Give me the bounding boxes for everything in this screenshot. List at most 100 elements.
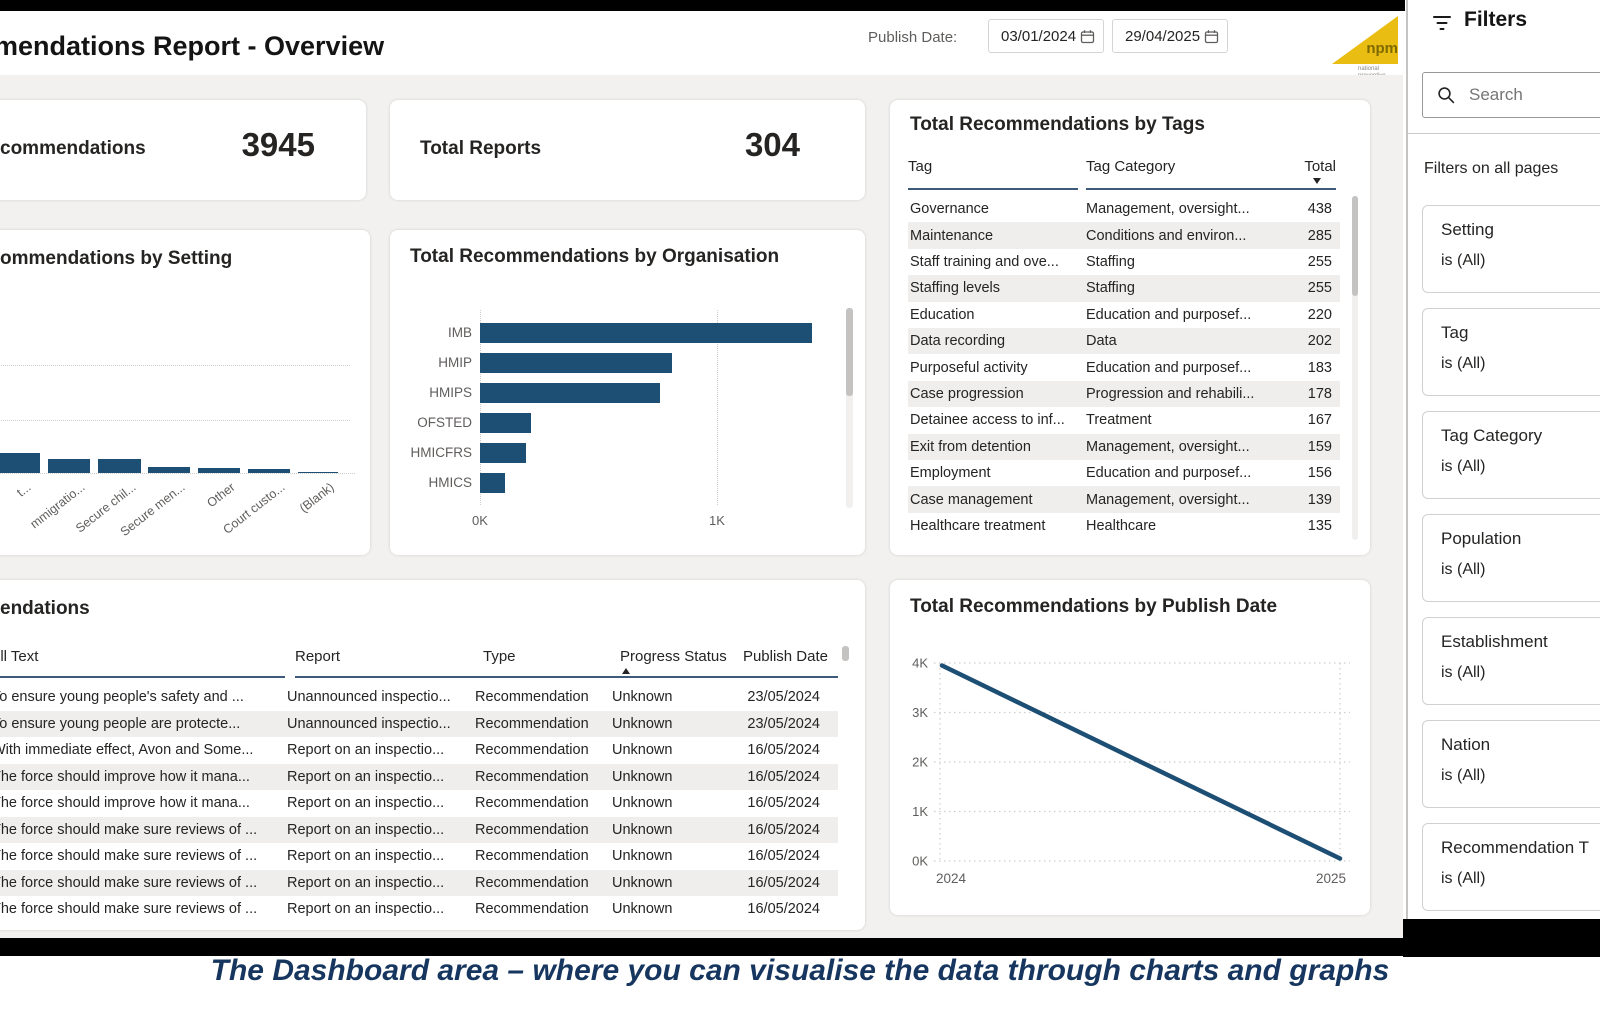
filter-card-setting[interactable]: Setting is (All)	[1422, 205, 1600, 293]
dashboard-body: commendations 3945 Total Reports 304 Tot…	[0, 75, 1403, 938]
table-cell: Unknown	[612, 768, 673, 785]
table-cell: 135	[1307, 517, 1332, 534]
table-cell: Unknown	[612, 848, 673, 865]
tags-table-row[interactable]: Purposeful activity Education and purpose…	[908, 354, 1340, 380]
rec-table-row[interactable]: The force should make sure reviews of ..…	[0, 896, 838, 923]
table-cell: Report on an inspectio...	[287, 795, 445, 812]
line-series[interactable]	[939, 663, 1343, 861]
column-header-tag[interactable]: Tag	[908, 158, 933, 175]
tags-table-row[interactable]: Employment Education and purposef... 156	[908, 460, 1340, 486]
date-to-input[interactable]: 29/04/2025	[1112, 19, 1228, 53]
date-from-input[interactable]: 03/01/2024	[988, 19, 1104, 53]
y-axis-tick: 0K	[912, 854, 928, 869]
bar-organisation[interactable]	[480, 473, 505, 493]
table-cell: Case management	[910, 491, 1033, 508]
tags-table-row[interactable]: Exit from detention Management, oversight…	[908, 433, 1340, 460]
sort-descending-icon	[1313, 178, 1321, 184]
table-cell: Recommendation	[475, 901, 589, 918]
bar-organisation[interactable]	[480, 323, 812, 343]
bar-organisation[interactable]	[480, 443, 527, 463]
column-header-tag-category[interactable]: Tag Category	[1086, 158, 1176, 175]
rec-table-row[interactable]: The force should make sure reviews of ..…	[0, 816, 838, 843]
table-cell: To ensure young people's safety and ...	[0, 689, 244, 706]
search-icon	[1438, 87, 1455, 104]
tags-table-row[interactable]: Education Education and purposef... 220	[908, 302, 1340, 328]
filter-card-nation[interactable]: Nation is (All)	[1422, 720, 1600, 808]
table-cell: Recommendation	[475, 874, 589, 891]
bar-organisation[interactable]	[480, 383, 661, 403]
table-cell: 202	[1307, 333, 1332, 350]
column-header-total[interactable]: Total	[1304, 158, 1336, 175]
bar-organisation[interactable]	[480, 353, 672, 373]
bar-setting[interactable]	[298, 471, 338, 473]
table-cell: Healthcare	[1086, 517, 1157, 534]
scrollbar-thumb[interactable]	[842, 646, 849, 661]
filter-card-population[interactable]: Population is (All)	[1422, 514, 1600, 602]
rec-table-row[interactable]: The force should make sure reviews of ..…	[0, 843, 838, 870]
table-cell: Recommendation	[475, 742, 589, 759]
bar-organisation[interactable]	[480, 413, 531, 433]
scrollbar-thumb[interactable]	[846, 308, 853, 396]
tags-table-row[interactable]: Maintenance Conditions and environ... 285	[908, 222, 1340, 249]
rec-table-row[interactable]: To ensure young people's safety and ... U…	[0, 684, 838, 711]
header-underline	[0, 656, 285, 678]
column-header-report[interactable]: Report	[295, 648, 341, 665]
table-cell: 16/05/2024	[747, 795, 820, 812]
table-cell: Unknown	[612, 742, 673, 759]
tags-table-row[interactable]: Staff training and ove... Staffing 255	[908, 249, 1340, 275]
filter-card-tag-category[interactable]: Tag Category is (All)	[1422, 411, 1600, 499]
column-header-full-text[interactable]: ull Text	[0, 648, 39, 665]
table-cell: Recommendation	[475, 795, 589, 812]
table-cell: 139	[1307, 491, 1332, 508]
bar-setting[interactable]	[98, 458, 141, 473]
table-cell: Recommendation	[475, 689, 589, 706]
tags-table-row[interactable]: Case progression Progression and rehabili…	[908, 380, 1340, 408]
tags-table-row[interactable]: Data recording Data 202	[908, 328, 1340, 355]
table-cell: 16/05/2024	[747, 768, 820, 785]
tags-table-row[interactable]: Case management Management, oversight... 1…	[908, 486, 1340, 513]
table-cell: Unknown	[612, 715, 673, 732]
tags-table-row[interactable]: Detainee access to inf... Treatment 167	[908, 407, 1340, 433]
bar-setting[interactable]	[48, 458, 90, 473]
filters-search-box[interactable]	[1422, 72, 1600, 118]
filter-field-label: Tag Category	[1441, 426, 1543, 445]
rec-table-row[interactable]: The force should improve how it mana... R…	[0, 763, 838, 790]
rec-table-row[interactable]: To ensure young people are protecte... Un…	[0, 710, 838, 737]
rec-table-row[interactable]: The force should make sure reviews of ..…	[0, 869, 838, 896]
filter-card-establishment[interactable]: Establishment is (All)	[1422, 617, 1600, 705]
baseline	[0, 473, 355, 474]
rec-table-row[interactable]: With immediate effect, Avon and Some... R…	[0, 737, 838, 764]
table-cell: Purposeful activity	[910, 359, 1028, 376]
scrollbar-track[interactable]	[1352, 196, 1358, 540]
y-axis-label: HMIPS	[429, 385, 472, 400]
x-axis-tick: 0K	[472, 513, 488, 528]
table-cell: Unknown	[612, 795, 673, 812]
bar-setting[interactable]	[0, 452, 40, 473]
y-axis-tick: 1K	[912, 804, 928, 819]
table-cell: Report on an inspectio...	[287, 768, 445, 785]
divider	[1408, 133, 1600, 134]
table-cell: 23/05/2024	[747, 689, 820, 706]
table-cell: Employment	[910, 465, 991, 482]
filter-value: is (All)	[1441, 458, 1486, 475]
filter-card-recommendation-t[interactable]: Recommendation T is (All)	[1422, 823, 1600, 911]
dashboard-header: mendations Report - Overview Publish Dat…	[0, 11, 1403, 86]
tags-table-row[interactable]: Healthcare treatment Healthcare 135	[908, 513, 1340, 539]
bar-setting[interactable]	[198, 467, 240, 473]
table-cell: 16/05/2024	[747, 901, 820, 918]
scrollbar-thumb[interactable]	[1352, 196, 1358, 296]
table-cell: Data	[1086, 333, 1117, 350]
filter-value: is (All)	[1441, 767, 1486, 784]
column-header-progress-status[interactable]: Progress Status	[620, 648, 727, 665]
column-header-publish-date[interactable]: Publish Date	[742, 648, 828, 665]
scrollbar-track[interactable]	[846, 308, 853, 508]
bar-setting[interactable]	[148, 466, 190, 473]
filters-search-input[interactable]	[1467, 84, 1587, 106]
filter-card-tag[interactable]: Tag is (All)	[1422, 308, 1600, 396]
column-header-type[interactable]: Type	[483, 648, 516, 665]
rec-table-row[interactable]: The force should improve how it mana... R…	[0, 790, 838, 817]
table-cell: Education and purposef...	[1086, 306, 1252, 323]
bar-setting[interactable]	[248, 469, 290, 473]
tags-table-row[interactable]: Staffing levels Staffing 255	[908, 275, 1340, 302]
tags-table-row[interactable]: Governance Management, oversight... 438	[908, 196, 1340, 222]
